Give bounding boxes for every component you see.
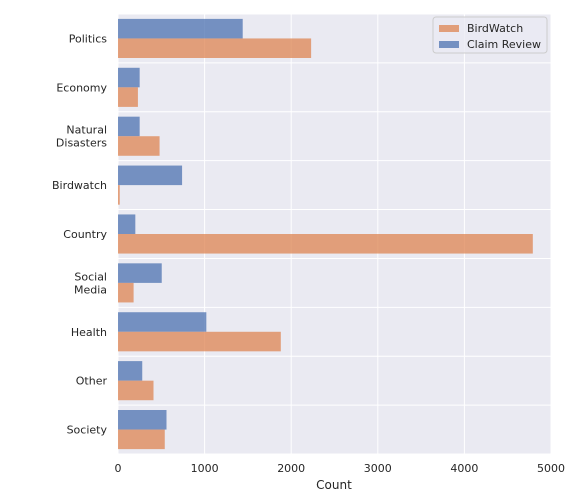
bar-claim-review-health (118, 312, 207, 332)
x-axis-title: Count (316, 478, 352, 492)
y-tick-label-health: Health (71, 326, 107, 339)
bar-claim-review-other (118, 361, 143, 381)
bar-birdwatch-natural-disasters (118, 136, 160, 156)
x-tick-label: 5000 (537, 462, 565, 475)
bar-claim-review-natural-disasters (118, 116, 140, 137)
x-tick-label: 1000 (191, 462, 219, 475)
bar-claim-review-country (118, 214, 136, 234)
bar-birdwatch-society (118, 429, 165, 450)
bar-claim-review-society (118, 410, 167, 430)
y-tick-labels: Politics Economy Natural Disasters Birdwatch… (52, 32, 107, 436)
y-tick-label-birdwatch: Birdwatch (52, 179, 107, 192)
y-tick-label-society: Society (67, 424, 108, 437)
x-tick-label: 3000 (364, 462, 392, 475)
bar-birdwatch-birdwatch (118, 185, 120, 205)
legend-label-claim-review: Claim Review (467, 38, 541, 51)
bar-claim-review-social-media (118, 263, 162, 283)
legend: BirdWatch Claim Review (432, 16, 548, 54)
y-tick-label-politics: Politics (69, 32, 108, 45)
y-tick-label-natural-disasters: Natural Disasters (56, 124, 107, 150)
x-tick-labels: 0 1000 2000 3000 4000 5000 (115, 462, 566, 475)
x-tick-label: 4000 (450, 462, 478, 475)
bar-claim-review-economy (118, 67, 140, 88)
grid-lines (117, 13, 552, 455)
legend-swatch-claim-review (439, 41, 459, 48)
bars-group (118, 18, 533, 450)
legend-label-birdwatch: BirdWatch (467, 22, 523, 35)
bar-birdwatch-country (118, 234, 533, 254)
legend-swatch-birdwatch (439, 25, 459, 32)
y-tick-label-country: Country (63, 228, 107, 241)
bar-birdwatch-health (118, 331, 281, 352)
bar-birdwatch-economy (118, 87, 138, 107)
x-tick-label: 0 (115, 462, 122, 475)
y-tick-label-social-media: Social Media (74, 270, 107, 296)
y-tick-label-economy: Economy (56, 81, 107, 94)
bar-claim-review-politics (118, 18, 243, 39)
legend-box (432, 16, 548, 54)
x-tick-label: 2000 (277, 462, 305, 475)
bar-claim-review-birdwatch (118, 165, 183, 186)
bar-birdwatch-politics (118, 38, 312, 58)
bar-birdwatch-other (118, 380, 154, 401)
y-tick-label-other: Other (76, 375, 108, 388)
bar-birdwatch-social-media (118, 282, 134, 303)
